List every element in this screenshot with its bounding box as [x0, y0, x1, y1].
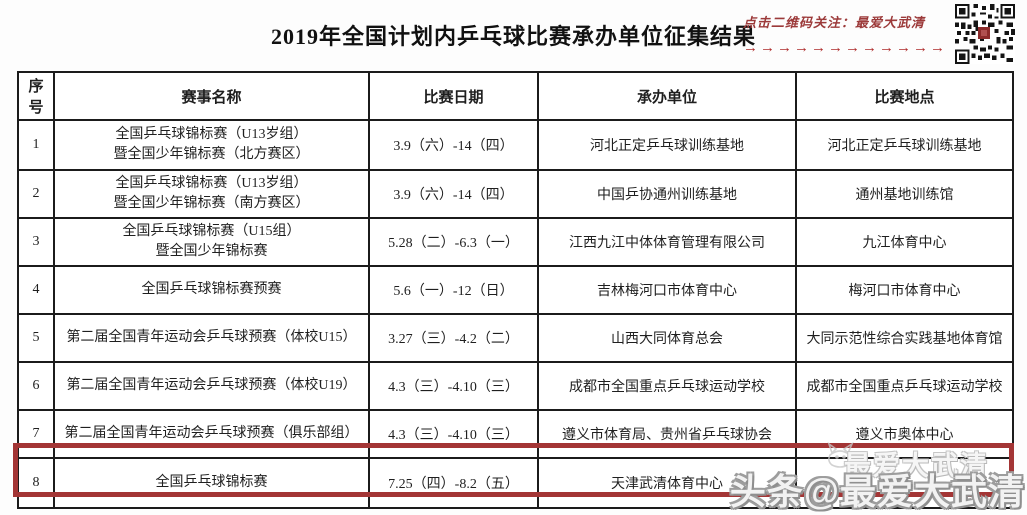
cell-venue — [795, 457, 1014, 509]
qr-banner-text: 点击二维码关注：最爱大武清 →→→→→→→→→→→→ — [743, 12, 947, 57]
cell-date: 7.25（四）-8.2（五） — [368, 457, 539, 509]
cell-date: 5.6（一）-12（日） — [368, 265, 539, 315]
table-row: 6 第二届全国青年运动会乒乓球预赛（体校U19） 4.3（三）-4.10（三） … — [17, 361, 1014, 411]
table-row: 2 全国乒乓球锦标赛（U13岁组） 暨全国少年锦标赛（南方赛区） 3.9（六）-1… — [17, 169, 1014, 219]
arrow-row-icon: →→→→→→→→→→→→ — [743, 39, 947, 56]
cell-no: 3 — [17, 217, 55, 267]
event-line-2: 暨全国少年锦标赛 — [155, 244, 268, 259]
cell-venue: 通州基地训练馆 — [795, 169, 1014, 219]
cell-host: 成都市全国重点乒乓球运动学校 — [537, 361, 797, 411]
cell-host: 中国乒协通州训练基地 — [537, 169, 797, 219]
cell-date: 3.27（三）-4.2（二） — [368, 313, 539, 363]
watermark: 头条@最爱大武清 — [729, 471, 1025, 512]
cell-host: 江西九江中体体育管理有限公司 — [537, 217, 797, 267]
event-line-2: 暨全国少年锦标赛（北方赛区） — [113, 147, 310, 162]
cell-event: 第二届全国青年运动会乒乓球预赛（体校U15） — [53, 313, 370, 363]
cell-host: 天津武清体育中心 — [537, 457, 797, 509]
cell-event: 第二届全国青年运动会乒乓球预赛（体校U19） — [53, 361, 370, 411]
cell-no: 1 — [17, 119, 55, 171]
qr-banner: 点击二维码关注：最爱大武清 →→→→→→→→→→→→ — [743, 4, 1015, 64]
cell-no: 4 — [17, 265, 55, 315]
cell-event: 全国乒乓球锦标赛（U13岁组） 暨全国少年锦标赛（南方赛区） — [53, 169, 370, 219]
qr-caption: 点击二维码关注：最爱大武清 — [743, 14, 926, 30]
cell-event: 全国乒乓球锦标赛（U13岁组） 暨全国少年锦标赛（北方赛区） — [53, 119, 370, 171]
cell-venue: 河北正定乒乓球训练基地 — [795, 119, 1014, 171]
table-row: 3 全国乒乓球锦标赛（U15组） 暨全国少年锦标赛 5.28（二）-6.3（一） … — [17, 217, 1014, 267]
event-line-1: 全国乒乓球锦标赛（U15组） — [122, 223, 301, 239]
table-row: 1 全国乒乓球锦标赛（U13岁组） 暨全国少年锦标赛（北方赛区） 3.9（六）-1… — [17, 119, 1014, 171]
cell-host: 吉林梅河口市体育中心 — [537, 265, 797, 315]
col-header-venue: 比赛地点 — [795, 71, 1014, 121]
cell-host: 遵义市体育局、贵州省乒乓球协会 — [537, 409, 797, 459]
cell-event: 全国乒乓球锦标赛预赛 — [53, 265, 370, 315]
cell-no: 2 — [17, 169, 55, 219]
qr-code-icon — [955, 4, 1015, 64]
competitions-table: 序号 赛事名称 比赛日期 承办单位 比赛地点 1 全国乒乓球锦标赛（U13岁组）… — [17, 71, 1014, 509]
cell-venue: 梅河口市体育中心 — [795, 265, 1014, 315]
cell-date: 4.3（三）-4.10（三） — [368, 361, 539, 411]
cell-host: 河北正定乒乓球训练基地 — [537, 119, 797, 171]
cell-venue: 成都市全国重点乒乓球运动学校 — [795, 361, 1014, 411]
cell-date: 3.9（六）-14（四） — [368, 119, 539, 171]
event-line-1: 全国乒乓球锦标赛（U13岁组） — [115, 126, 308, 142]
event-line-2: 暨全国少年锦标赛（南方赛区） — [113, 196, 310, 211]
col-header-date: 比赛日期 — [368, 71, 539, 121]
col-header-no: 序号 — [17, 71, 55, 121]
table-row: 5 第二届全国青年运动会乒乓球预赛（体校U15） 3.27（三）-4.2（二） … — [17, 313, 1014, 363]
event-line-1: 全国乒乓球锦标赛预赛 — [141, 281, 282, 297]
cell-no: 8 — [17, 457, 55, 509]
cell-no: 7 — [17, 409, 55, 459]
cell-event: 全国乒乓球锦标赛 — [53, 457, 370, 509]
cell-date: 5.28（二）-6.3（一） — [368, 217, 539, 267]
cell-event: 全国乒乓球锦标赛（U15组） 暨全国少年锦标赛 — [53, 217, 370, 267]
col-header-host: 承办单位 — [537, 71, 797, 121]
event-line-1: 全国乒乓球锦标赛（U13岁组） — [115, 175, 308, 191]
cell-host: 山西大同体育总会 — [537, 313, 797, 363]
event-line-1: 第二届全国青年运动会乒乓球预赛（体校U15） — [66, 329, 357, 345]
cell-venue: 九江体育中心 — [795, 217, 1014, 267]
event-line-1: 第二届全国青年运动会乒乓球预赛（俱乐部组） — [64, 425, 359, 441]
cell-no: 5 — [17, 313, 55, 363]
watermark-ghost: 最爱大武清 — [844, 451, 989, 481]
cell-venue: 大同示范性综合实践基地体育馆 — [795, 313, 1014, 363]
event-line-1: 第二届全国青年运动会乒乓球预赛（体校U19） — [66, 377, 357, 393]
cell-date: 3.9（六）-14（四） — [368, 169, 539, 219]
table-row: 4 全国乒乓球锦标赛预赛 5.6（一）-12（日） 吉林梅河口市体育中心 梅河口… — [17, 265, 1014, 315]
table-header-row: 序号 赛事名称 比赛日期 承办单位 比赛地点 — [17, 71, 1014, 121]
cell-event: 第二届全国青年运动会乒乓球预赛（俱乐部组） — [53, 409, 370, 459]
page-title: 2019年全国计划内乒乓球比赛承办单位征集结果 — [270, 24, 756, 49]
cell-no: 6 — [17, 361, 55, 411]
cat-doodle-icon — [827, 441, 867, 468]
cell-date: 4.3（三）-4.10（三） — [368, 409, 539, 459]
table-row-highlighted: 8 全国乒乓球锦标赛 7.25（四）-8.2（五） 天津武清体育中心 — [17, 457, 1014, 509]
event-line-1: 全国乒乓球锦标赛 — [155, 474, 268, 490]
col-header-event: 赛事名称 — [53, 71, 370, 121]
